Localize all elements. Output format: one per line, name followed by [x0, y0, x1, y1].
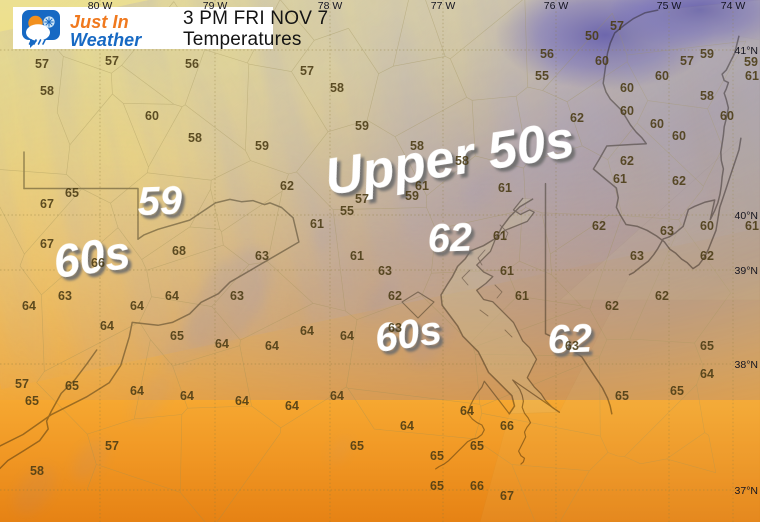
svg-text:64: 64 — [400, 419, 414, 433]
svg-text:67: 67 — [40, 197, 54, 211]
svg-text:61: 61 — [745, 219, 759, 233]
svg-text:64: 64 — [180, 389, 194, 403]
svg-text:57: 57 — [680, 54, 694, 68]
svg-text:68: 68 — [172, 244, 186, 258]
svg-text:60: 60 — [720, 109, 734, 123]
svg-text:57: 57 — [105, 54, 119, 68]
svg-text:64: 64 — [340, 329, 354, 343]
svg-text:58: 58 — [188, 131, 202, 145]
svg-text:60: 60 — [655, 69, 669, 83]
svg-text:63: 63 — [378, 264, 392, 278]
svg-text:65: 65 — [350, 439, 364, 453]
svg-text:61: 61 — [498, 181, 512, 195]
svg-text:62: 62 — [700, 249, 714, 263]
svg-text:57: 57 — [35, 57, 49, 71]
svg-text:62: 62 — [620, 154, 634, 168]
svg-text:59: 59 — [744, 55, 758, 69]
svg-text:57: 57 — [15, 377, 29, 391]
svg-text:65: 65 — [615, 389, 629, 403]
svg-text:58: 58 — [40, 84, 54, 98]
svg-text:64: 64 — [285, 399, 299, 413]
svg-text:61: 61 — [613, 172, 627, 186]
svg-text:59: 59 — [255, 139, 269, 153]
svg-text:64: 64 — [215, 337, 229, 351]
svg-text:61: 61 — [415, 179, 429, 193]
svg-text:60: 60 — [672, 129, 686, 143]
svg-text:64: 64 — [265, 339, 279, 353]
svg-text:64: 64 — [22, 299, 36, 313]
svg-text:65: 65 — [670, 384, 684, 398]
svg-text:61: 61 — [310, 217, 324, 231]
svg-text:67: 67 — [500, 489, 514, 503]
svg-text:57: 57 — [300, 64, 314, 78]
svg-text:64: 64 — [235, 394, 249, 408]
svg-text:65: 65 — [65, 186, 79, 200]
svg-text:66: 66 — [91, 256, 105, 270]
svg-text:55: 55 — [535, 69, 549, 83]
svg-text:63: 63 — [388, 321, 402, 335]
svg-text:60: 60 — [650, 117, 664, 131]
svg-text:63: 63 — [255, 249, 269, 263]
svg-text:62: 62 — [672, 174, 686, 188]
svg-text:60: 60 — [595, 54, 609, 68]
svg-text:60: 60 — [620, 104, 634, 118]
svg-text:64: 64 — [100, 319, 114, 333]
svg-text:67: 67 — [40, 237, 54, 251]
svg-text:57: 57 — [355, 192, 369, 206]
svg-text:58: 58 — [700, 89, 714, 103]
svg-text:64: 64 — [130, 384, 144, 398]
svg-text:61: 61 — [515, 289, 529, 303]
svg-text:65: 65 — [430, 479, 444, 493]
svg-text:63: 63 — [58, 289, 72, 303]
svg-text:61: 61 — [500, 264, 514, 278]
svg-text:61: 61 — [493, 229, 507, 243]
svg-text:66: 66 — [500, 419, 514, 433]
svg-text:62: 62 — [388, 289, 402, 303]
svg-text:62: 62 — [592, 219, 606, 233]
svg-text:66: 66 — [470, 479, 484, 493]
svg-text:58: 58 — [455, 154, 469, 168]
svg-text:62: 62 — [655, 289, 669, 303]
svg-text:64: 64 — [165, 289, 179, 303]
svg-text:57: 57 — [105, 439, 119, 453]
svg-text:58: 58 — [330, 81, 344, 95]
svg-text:62: 62 — [570, 111, 584, 125]
svg-text:55: 55 — [340, 204, 354, 218]
svg-text:65: 65 — [700, 339, 714, 353]
svg-text:59: 59 — [355, 119, 369, 133]
svg-text:60: 60 — [700, 219, 714, 233]
svg-text:65: 65 — [470, 439, 484, 453]
svg-text:62: 62 — [280, 179, 294, 193]
svg-text:57: 57 — [610, 19, 624, 33]
svg-text:58: 58 — [410, 139, 424, 153]
svg-text:60: 60 — [145, 109, 159, 123]
svg-text:65: 65 — [65, 379, 79, 393]
svg-text:65: 65 — [25, 394, 39, 408]
svg-text:63: 63 — [565, 339, 579, 353]
svg-text:64: 64 — [300, 324, 314, 338]
svg-text:58: 58 — [30, 464, 44, 478]
svg-text:64: 64 — [330, 389, 344, 403]
svg-text:64: 64 — [460, 404, 474, 418]
svg-text:63: 63 — [630, 249, 644, 263]
svg-text:56: 56 — [185, 57, 199, 71]
svg-text:63: 63 — [230, 289, 244, 303]
svg-text:64: 64 — [700, 367, 714, 381]
svg-text:61: 61 — [350, 249, 364, 263]
svg-text:63: 63 — [660, 224, 674, 238]
svg-text:62: 62 — [605, 299, 619, 313]
svg-text:64: 64 — [130, 299, 144, 313]
svg-text:59: 59 — [700, 47, 714, 61]
svg-text:65: 65 — [170, 329, 184, 343]
svg-text:61: 61 — [745, 69, 759, 83]
svg-text:56: 56 — [540, 47, 554, 61]
svg-text:50: 50 — [585, 29, 599, 43]
svg-text:60: 60 — [620, 81, 634, 95]
svg-text:65: 65 — [430, 449, 444, 463]
